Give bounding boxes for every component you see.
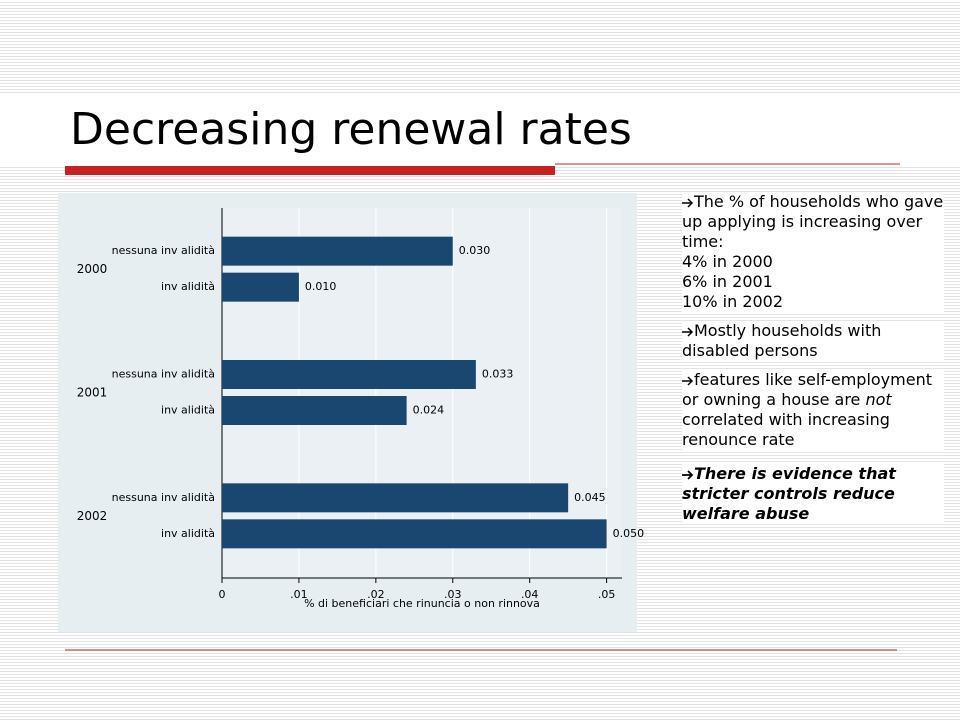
bullet: Mostly households with disabled persons	[682, 321, 944, 361]
slide-title: Decreasing renewal rates	[70, 104, 632, 155]
bullet-text: features like self-employment or owning …	[682, 370, 944, 450]
text-emphasis: not	[865, 390, 892, 409]
x-axis-title: % di beneficiari che rinuncia o non rinn…	[304, 597, 540, 610]
group-label: 2001	[77, 386, 108, 400]
value-label: 0.010	[305, 280, 337, 293]
x-tick-label: .01	[290, 588, 308, 601]
category-label: nessuna inv alidità	[112, 244, 215, 257]
bullet-arrow	[682, 198, 694, 208]
category-label: nessuna inv alidità	[112, 368, 215, 381]
bullet-text: 6% in 2001	[682, 272, 773, 291]
value-label: 0.045	[574, 491, 606, 504]
value-label: 0.030	[459, 244, 491, 257]
bar	[222, 396, 407, 425]
bullet: There is evidence that stricter controls…	[682, 464, 944, 524]
bullet: The % of households who gave up applying…	[682, 192, 944, 312]
bar	[222, 519, 607, 549]
bullet-text: Mostly households with disabled persons	[682, 321, 882, 360]
title-rule	[65, 166, 555, 175]
bullet-arrow	[682, 470, 694, 480]
bullet-list: The % of households who gave up applying…	[682, 192, 944, 533]
bullet-arrow	[682, 327, 694, 337]
plot-area	[222, 208, 622, 578]
group-label: 2002	[77, 509, 108, 523]
bar	[222, 360, 476, 389]
category-label: inv alidità	[161, 404, 215, 417]
text: correlated with increasing renounce rate	[682, 410, 890, 449]
bar	[222, 236, 453, 266]
value-label: 0.024	[413, 404, 445, 417]
category-label: nessuna inv alidità	[112, 491, 215, 504]
x-tick-label: .05	[598, 588, 616, 601]
title-backdrop	[0, 95, 960, 165]
bullet-text: The % of households who gave up applying…	[682, 192, 944, 251]
bullet: features like self-employment or owning …	[682, 370, 944, 450]
text: features like self-employment or owning …	[682, 370, 932, 409]
group-label: 2000	[77, 262, 108, 276]
bullet-text: There is evidence that stricter controls…	[682, 464, 896, 523]
bar	[222, 272, 299, 302]
value-label: 0.050	[613, 527, 645, 540]
bar	[222, 483, 569, 513]
bullet-arrow	[682, 376, 694, 386]
value-label: 0.033	[482, 368, 514, 381]
x-tick-label: 0	[219, 588, 226, 601]
category-label: inv alidità	[161, 527, 215, 540]
category-label: inv alidità	[161, 280, 215, 293]
x-tick-label: .03	[444, 588, 462, 601]
x-tick-label: .04	[521, 588, 539, 601]
x-tick-label: .02	[367, 588, 385, 601]
bullet-text: 10% in 2002	[682, 292, 784, 311]
bullet-text: 4% in 2000	[682, 252, 773, 271]
